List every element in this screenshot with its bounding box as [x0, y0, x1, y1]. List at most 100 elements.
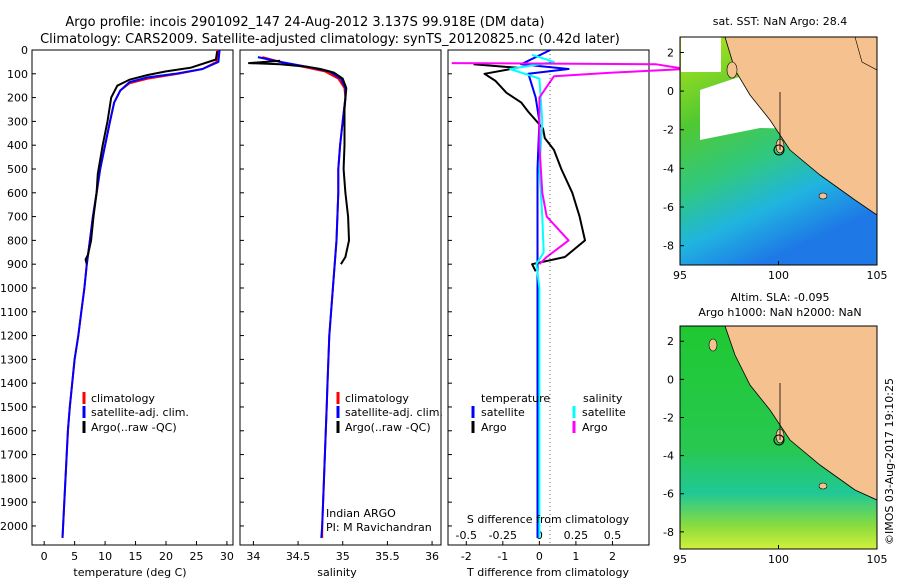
map-y-tick-label: 0	[667, 85, 674, 98]
y-tick-label: 600	[7, 187, 28, 200]
y-tick-label: 200	[7, 92, 28, 105]
x-tick-label-top: 0.5	[604, 529, 622, 542]
legend-title-salinity: salinity	[583, 392, 623, 405]
land-sumatra	[724, 37, 877, 216]
y-tick-label: 100	[7, 68, 28, 81]
map-y-tick-label: -2	[663, 124, 674, 137]
annotation-indian-argo: Indian ARGO	[326, 507, 396, 520]
y-tick-label: 1100	[0, 306, 28, 319]
y-tick-label: 800	[7, 234, 28, 247]
salinity-xlabel: salinity	[317, 566, 357, 579]
x-tick-label: 20	[159, 550, 173, 563]
sla-map: Altim. SLA: -0.095 Argo h1000: NaN h2000…	[663, 291, 887, 566]
y-tick-label: 400	[7, 139, 28, 152]
temperature-legend: climatology satellite-adj. clim. Argo(..…	[82, 392, 189, 434]
map-x-tick-label: 105	[867, 269, 888, 282]
temperature-panel: 0100200300400500600700800900100011001200…	[0, 44, 234, 579]
land-sumatra	[724, 326, 877, 501]
x-tick-label: 36	[425, 550, 439, 563]
y-tick-label: 1300	[0, 353, 28, 366]
island	[726, 61, 738, 79]
sla-map-title-line-2: Argo h1000: NaN h2000: NaN	[698, 306, 861, 319]
legend-label-satellite: satellite-adj. clim.	[91, 406, 189, 419]
y-tick-label: 1400	[0, 377, 28, 390]
series-line-t-argo	[473, 63, 586, 272]
sst-map: sat. SST: NaN Argo: 28.4	[663, 15, 887, 282]
y-tick-label: 0	[21, 44, 28, 57]
y-tick-label: 1500	[0, 401, 28, 414]
series-line-satellite-adj-clim	[257, 56, 347, 538]
x-tick-label: 0	[41, 550, 48, 563]
temperature-axes-frame	[31, 49, 234, 546]
x-tick-label-top: -0.25	[489, 529, 517, 542]
sst-map-title: sat. SST: NaN Argo: 28.4	[713, 15, 847, 28]
map-x-tick-label: 95	[673, 553, 687, 566]
difference-legend: temperature salinity satellite Argo sate…	[471, 392, 626, 434]
x-tick-label: 2	[609, 550, 616, 563]
difference-panel: -2 -1 0 1 2 -0.5 -0.25 0 0.25 0.5 S difference fr…	[447, 49, 687, 579]
map-y-tick-label: -4	[663, 450, 674, 463]
difference-axes-frame	[447, 49, 650, 546]
legend-label-climatology: climatology	[91, 392, 155, 405]
legend-label-s-satellite: satellite	[582, 406, 626, 419]
salinity-axes-frame	[239, 49, 442, 546]
y-tick-label: 1000	[0, 282, 28, 295]
island	[818, 482, 828, 490]
series-line-s-satellite	[509, 53, 555, 538]
legend-label-t-argo: Argo	[481, 421, 507, 434]
map-y-tick-label: -2	[663, 411, 674, 424]
title-line-2: Climatology: CARS2009. Satellite-adjuste…	[40, 32, 620, 47]
x-tick-label: 25	[189, 550, 203, 563]
land-malaysia	[854, 37, 877, 71]
x-tick-label: 34	[246, 550, 260, 563]
island	[708, 338, 718, 352]
y-tick-label: 500	[7, 163, 28, 176]
map-y-tick-label: -4	[663, 162, 674, 175]
legend-label-satellite: satellite-adj. clim.	[345, 406, 443, 419]
x-tick-label: 10	[98, 550, 112, 563]
island	[818, 192, 828, 200]
sla-map-title-line-1: Altim. SLA: -0.095	[730, 291, 829, 304]
x-tick-label: 35	[336, 550, 350, 563]
y-tick-label: 1800	[0, 472, 28, 485]
y-tick-label: 1200	[0, 330, 28, 343]
title-line-1: Argo profile: incois 2901092_147 24-Aug-…	[65, 15, 544, 30]
series-line-satellite-adj-clim	[61, 49, 221, 538]
salinity-panel: 34 34.5 35 35.5 36 salinity climatology sate…	[239, 49, 443, 579]
map-y-tick-label: -8	[663, 526, 674, 539]
legend-label-t-satellite: satellite	[481, 406, 525, 419]
y-tick-label: 700	[7, 211, 28, 224]
map-y-tick-label: -6	[663, 488, 674, 501]
x-tick-label: 35.5	[375, 550, 400, 563]
map-x-tick-label: 100	[768, 553, 789, 566]
x-tick-label: 0	[536, 550, 543, 563]
legend-label-s-argo: Argo	[582, 421, 608, 434]
argo-location-marker	[773, 434, 785, 446]
legend-label-climatology: climatology	[345, 392, 409, 405]
series-line-argo-raw-qc	[247, 59, 350, 265]
legend-title-temperature: temperature	[481, 392, 550, 405]
difference-xlabel-top: S difference from climatology	[467, 513, 630, 526]
x-tick-label: 30	[220, 550, 234, 563]
x-tick-label: 1	[572, 550, 579, 563]
map-x-tick-label: 95	[673, 269, 687, 282]
x-tick-label-top: -0.5	[456, 529, 477, 542]
x-tick-label-top: 0.25	[564, 529, 589, 542]
map-x-tick-label: 105	[867, 553, 888, 566]
map-y-tick-label: 0	[667, 373, 674, 386]
annotation-pi: PI: M Ravichandran	[326, 521, 432, 534]
legend-label-argo: Argo(..raw -QC)	[345, 421, 431, 434]
argo-location-marker	[773, 144, 785, 156]
salinity-legend: climatology satellite-adj. clim. Argo(..…	[336, 392, 443, 434]
difference-xlabel: T difference from climatology	[466, 566, 629, 579]
temperature-xlabel: temperature (deg C)	[73, 566, 186, 579]
map-y-tick-label: -6	[663, 201, 674, 214]
map-x-tick-label: 100	[768, 269, 789, 282]
y-tick-label: 2000	[0, 520, 28, 533]
x-tick-label: -1	[497, 550, 508, 563]
x-tick-label: 5	[71, 550, 78, 563]
y-tick-label: 1700	[0, 449, 28, 462]
map-y-tick-label: 2	[667, 46, 674, 59]
y-tick-label: 300	[7, 115, 28, 128]
